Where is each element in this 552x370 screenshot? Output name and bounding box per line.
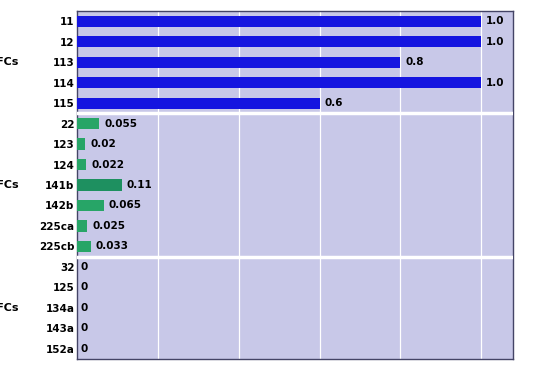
Text: 0.033: 0.033 [95,241,129,251]
Bar [77,159,86,170]
Bar [77,57,400,68]
Text: 0.6: 0.6 [325,98,343,108]
Text: 0.02: 0.02 [90,139,116,149]
Bar [77,179,121,191]
Text: HFCs: HFCs [0,303,19,313]
Bar [77,220,87,232]
Text: 0: 0 [81,282,88,292]
Text: HCFCs: HCFCs [0,180,19,190]
Text: 0.022: 0.022 [91,159,124,169]
Bar [77,138,86,150]
Bar [77,16,481,27]
Text: 1.0: 1.0 [486,16,505,26]
Text: 0.055: 0.055 [104,119,137,129]
Text: 0: 0 [81,344,88,354]
Text: 0: 0 [81,303,88,313]
Bar [77,200,104,211]
Text: 1.0: 1.0 [486,78,505,88]
Bar [77,36,481,47]
Text: 0: 0 [81,323,88,333]
Text: 0.065: 0.065 [108,201,141,211]
Text: 0: 0 [81,262,88,272]
Text: 0.8: 0.8 [405,57,423,67]
Bar [77,118,99,129]
Text: 0.025: 0.025 [92,221,125,231]
Text: 0.11: 0.11 [126,180,152,190]
Bar [77,241,91,252]
Bar [77,98,320,109]
Text: 1.0: 1.0 [486,37,505,47]
Text: CFCs: CFCs [0,57,19,67]
Bar [77,77,481,88]
